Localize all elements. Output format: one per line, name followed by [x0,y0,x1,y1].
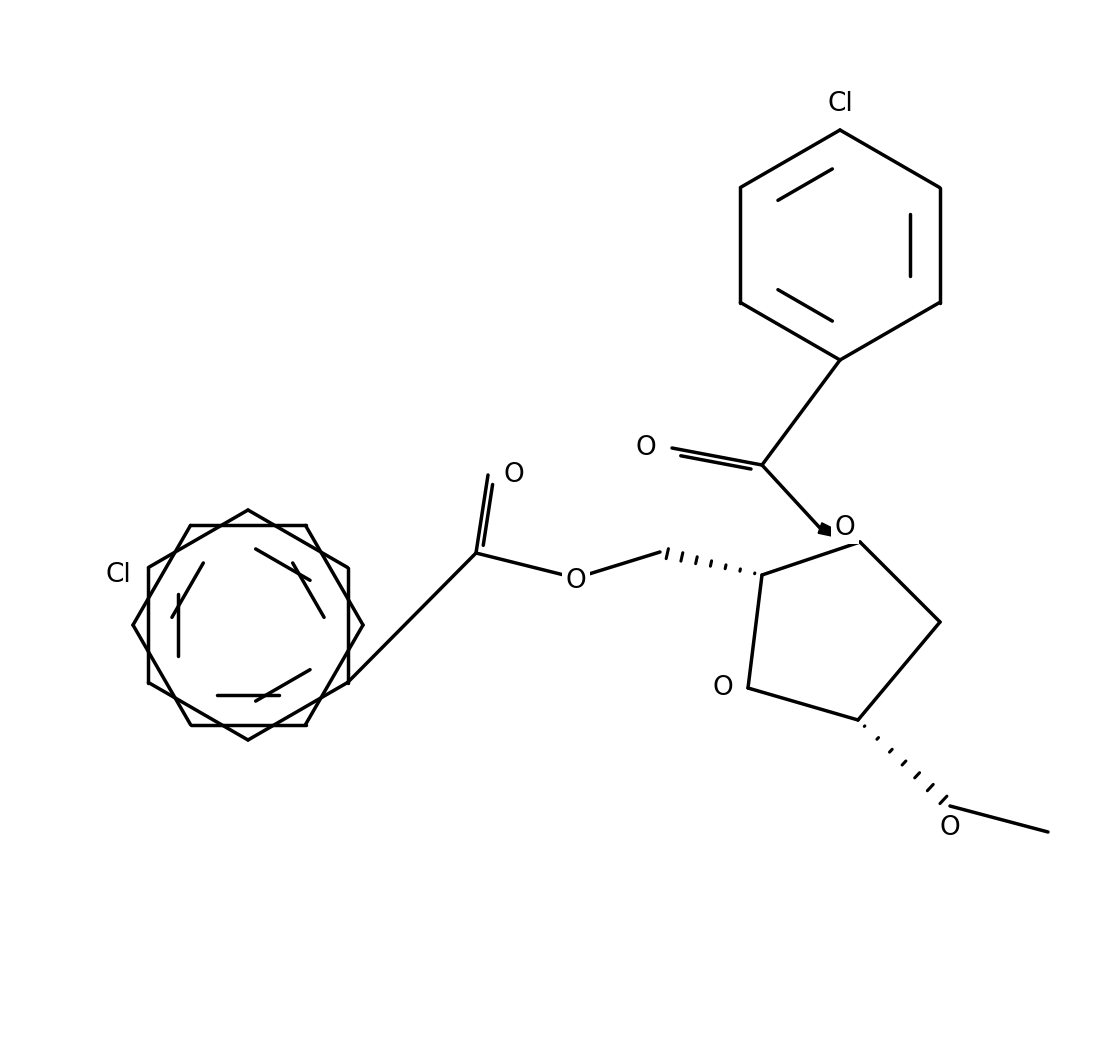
Text: Cl: Cl [828,91,852,117]
Text: O: O [566,568,587,593]
Text: Cl: Cl [105,563,131,588]
Text: O: O [636,435,656,461]
Text: O: O [940,815,960,841]
Text: O: O [504,463,524,488]
Text: O: O [712,675,734,701]
Text: O: O [834,515,856,541]
Polygon shape [819,523,860,542]
